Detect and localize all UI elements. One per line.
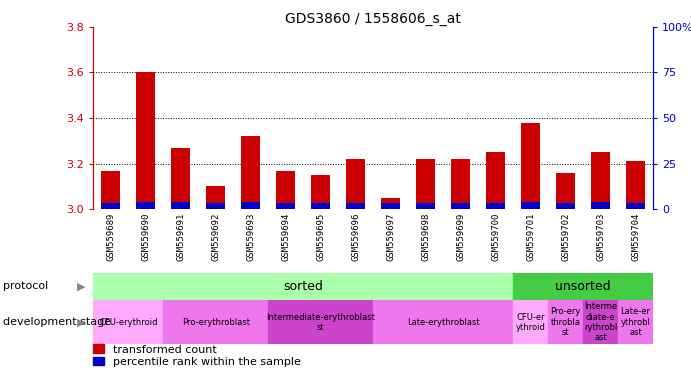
Bar [556,173,575,209]
Bar [311,175,330,209]
Bar [136,202,155,209]
Text: GSM559698: GSM559698 [421,212,430,261]
Bar [486,203,505,209]
Text: GSM559703: GSM559703 [596,212,605,261]
Text: Late-erythroblast: Late-erythroblast [407,318,480,327]
Bar [101,203,120,209]
Text: Intermediate-erythroblast
st: Intermediate-erythroblast st [266,313,375,332]
Bar [591,152,610,209]
Legend: transformed count, percentile rank within the sample: transformed count, percentile rank withi… [93,344,301,367]
Text: GSM559697: GSM559697 [386,212,395,261]
Text: CFU-er
ythroid: CFU-er ythroid [515,313,545,332]
Bar [416,203,435,209]
Text: GSM559694: GSM559694 [281,212,290,261]
Bar [513,300,548,344]
Text: Pro-ery
throbla
st: Pro-ery throbla st [550,308,580,337]
Text: Late-er
ythrobl
ast: Late-er ythrobl ast [621,308,650,337]
Bar [486,152,505,209]
Bar [171,148,190,209]
Text: GSM559704: GSM559704 [631,212,640,261]
Bar [206,203,225,209]
Text: Pro-erythroblast: Pro-erythroblast [182,318,249,327]
Text: GSM559692: GSM559692 [211,212,220,261]
Text: GSM559701: GSM559701 [526,212,535,261]
Text: ▶: ▶ [77,317,86,328]
Text: GSM559695: GSM559695 [316,212,325,261]
Text: sorted: sorted [283,280,323,293]
Bar [93,273,513,300]
Bar [136,73,155,209]
Bar [346,159,366,209]
Text: GSM559702: GSM559702 [561,212,570,261]
Bar [171,202,190,209]
Bar [556,203,575,209]
Text: GSM559696: GSM559696 [351,212,360,261]
Bar [521,122,540,209]
Bar [276,203,295,209]
Text: unsorted: unsorted [556,280,611,293]
Bar [626,203,645,209]
Text: GSM559699: GSM559699 [456,212,465,261]
Bar [206,187,225,209]
Bar [381,198,400,209]
Bar [618,300,653,344]
Text: GSM559691: GSM559691 [176,212,185,261]
Bar [513,273,653,300]
Bar [241,202,261,209]
Text: protocol: protocol [3,281,48,291]
Text: GSM559693: GSM559693 [246,212,255,261]
Bar [626,161,645,209]
Bar [583,300,618,344]
Bar [548,300,583,344]
Bar [591,202,610,209]
Text: GSM559700: GSM559700 [491,212,500,261]
Bar [101,170,120,209]
Bar [276,170,295,209]
Bar [373,300,513,344]
Bar [163,300,268,344]
Bar [93,300,163,344]
Bar [451,159,470,209]
Text: Interme
diate-e
rythrobl
ast: Interme diate-e rythrobl ast [584,302,617,343]
Text: development stage: development stage [3,317,111,328]
Text: ▶: ▶ [77,281,86,291]
Text: CFU-erythroid: CFU-erythroid [99,318,158,327]
Text: GSM559689: GSM559689 [106,212,115,261]
Title: GDS3860 / 1558606_s_at: GDS3860 / 1558606_s_at [285,12,461,26]
Bar [311,203,330,209]
Bar [451,203,470,209]
Text: GSM559690: GSM559690 [141,212,150,261]
Bar [268,300,373,344]
Bar [381,203,400,209]
Bar [521,202,540,209]
Bar [241,136,261,209]
Bar [416,159,435,209]
Bar [346,203,366,209]
